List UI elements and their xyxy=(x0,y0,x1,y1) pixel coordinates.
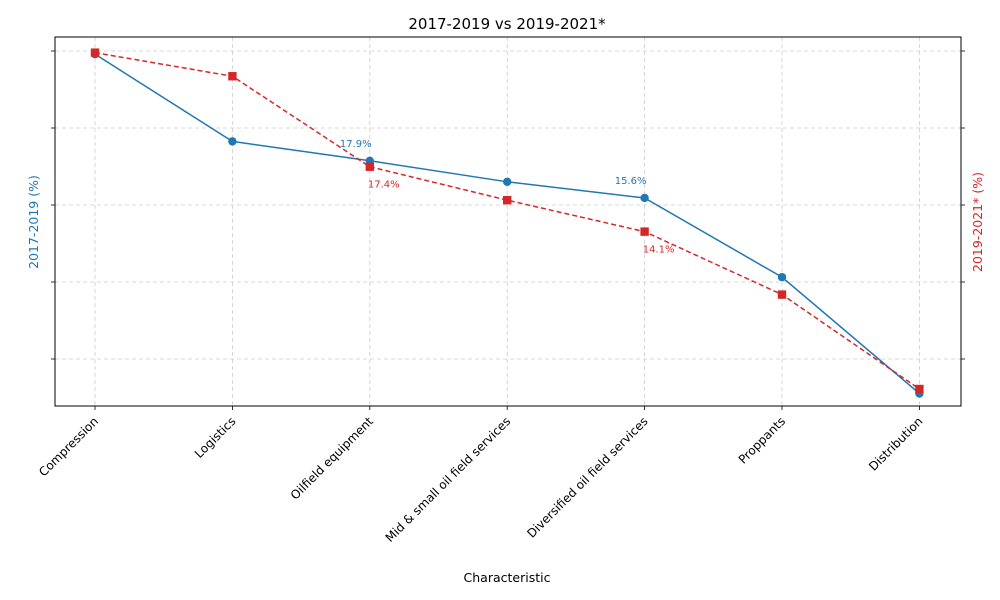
data-label: 14.1% xyxy=(643,245,675,256)
x-tick-label: Mid & small oil field services xyxy=(383,414,514,545)
data-point xyxy=(915,384,924,394)
axis-ticks xyxy=(51,50,965,410)
x-tick-label: Logistics xyxy=(192,414,239,461)
x-tick-label: Oilfield equipment xyxy=(288,414,376,502)
data-point xyxy=(90,48,100,57)
data-point xyxy=(228,137,237,146)
data-point xyxy=(503,177,512,187)
data-point xyxy=(640,193,649,203)
data-label: 17.4% xyxy=(368,180,400,191)
chart-title: 2017-2019 vs 2019-2021* xyxy=(408,15,606,33)
series-line xyxy=(94,53,920,395)
data-point xyxy=(365,162,374,171)
data-label: 15.6% xyxy=(615,176,647,187)
right-y-axis-label: 2019-2021* (%) xyxy=(970,172,985,272)
data-point xyxy=(503,195,512,205)
x-tick-label: Compression xyxy=(36,414,101,479)
series-group: 17.9% 15.6% 17.4% 14.1% xyxy=(90,48,924,398)
data-point xyxy=(777,290,787,299)
data-point xyxy=(640,227,649,236)
x-tick-label: Proppants xyxy=(736,414,788,466)
data-point xyxy=(228,72,237,81)
left-y-axis-label: 2017-2019 (%) xyxy=(26,175,41,269)
data-point xyxy=(777,272,787,282)
x-tick-label: Distribution xyxy=(866,414,925,473)
x-tick-label: Diversified oil field services xyxy=(524,414,650,540)
x-tick-labels: Compression Logistics Oilfield equipment Mi… xyxy=(36,414,925,545)
plot-frame xyxy=(54,36,962,407)
x-axis-label: Characteristic xyxy=(464,570,551,585)
data-label: 17.9% xyxy=(340,139,372,150)
grid-lines xyxy=(55,37,961,406)
